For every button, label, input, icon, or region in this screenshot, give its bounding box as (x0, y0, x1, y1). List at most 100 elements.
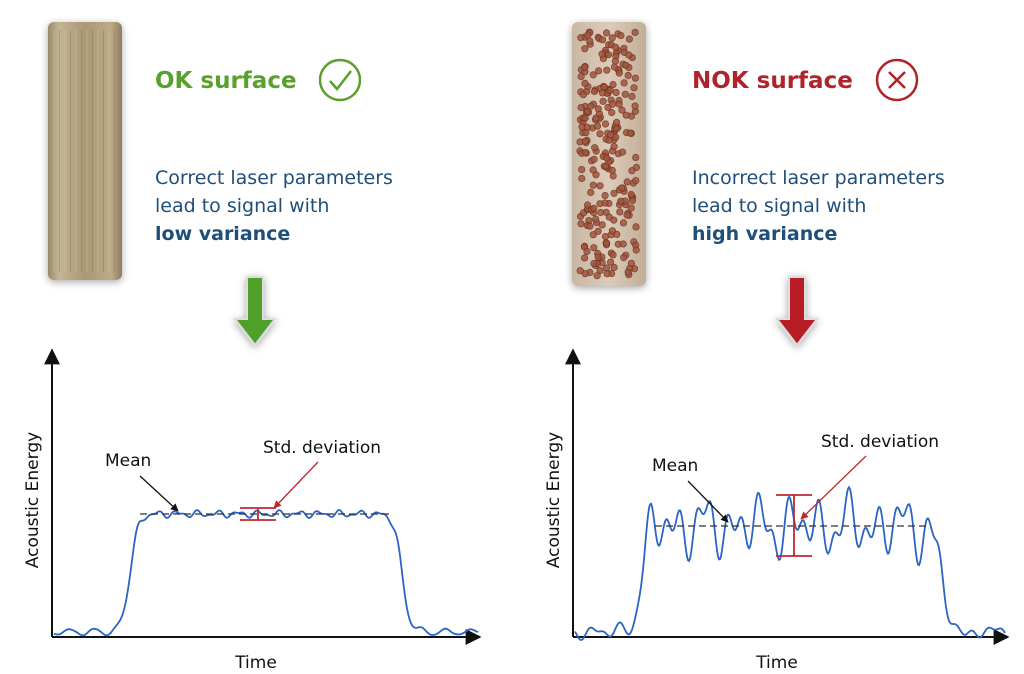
texture-dot (628, 92, 636, 101)
texture-dot (592, 215, 600, 223)
texture-dot (603, 239, 611, 247)
nok-texture (576, 28, 641, 280)
texture-dot (625, 35, 634, 43)
texture-dot (576, 267, 584, 275)
texture-dot (610, 63, 619, 71)
texture-dot (577, 220, 585, 228)
mean-label: Mean (105, 451, 151, 471)
texture-dot (598, 89, 607, 97)
texture-dot (605, 136, 613, 144)
texture-dot (596, 130, 604, 138)
texture-dot (606, 258, 615, 266)
texture-dot (589, 231, 597, 239)
texture-dot (619, 240, 627, 248)
texture-dot (597, 208, 605, 217)
texture-dot (626, 129, 634, 137)
texture-dot (580, 254, 589, 262)
texture-dot (596, 182, 604, 190)
texture-dot (594, 105, 602, 113)
texture-dot (624, 71, 632, 80)
texture-dot (578, 174, 586, 183)
texture-dot (618, 106, 626, 114)
texture-dot (598, 221, 606, 229)
mean-pointer (139, 475, 179, 512)
texture-dot (581, 45, 589, 53)
texture-dot (632, 177, 640, 185)
description-line: Correct laser parameters (155, 167, 393, 189)
texture-dot (630, 84, 638, 92)
texture-dot (610, 216, 618, 224)
texture-dot (581, 114, 589, 122)
texture-dot (632, 246, 640, 254)
texture-dot (589, 181, 597, 189)
texture-dot (598, 50, 606, 58)
texture-dot (631, 74, 640, 82)
y-axis-label: Acoustic Energy (23, 432, 43, 568)
texture-dot (582, 129, 590, 137)
x-axis-label: Time (755, 653, 798, 673)
texture-dot (625, 51, 633, 59)
texture-dot (600, 83, 608, 91)
texture-dot (598, 36, 607, 44)
texture-dot (623, 211, 631, 219)
texture-dot (587, 188, 595, 196)
texture-dot (619, 219, 628, 227)
ok-texture (53, 30, 115, 272)
texture-dot (594, 67, 603, 75)
texture-dot (601, 192, 609, 200)
texture-dot (590, 259, 598, 268)
texture-dot (602, 29, 611, 37)
down-arrow (232, 276, 278, 347)
std-pointer (273, 461, 319, 509)
texture-dot (617, 197, 625, 205)
texture-dot (606, 86, 614, 94)
texture-dot (594, 227, 602, 235)
texture-dot (581, 63, 589, 71)
texture-dot (627, 204, 635, 212)
texture-dot (589, 71, 597, 79)
texture-dot (590, 87, 599, 96)
texture-dot (628, 167, 636, 175)
texture-dot (603, 154, 611, 162)
description-line: lead to signal with (692, 195, 866, 217)
texture-dot (621, 90, 629, 98)
texture-dot (627, 259, 636, 267)
texture-dot (622, 61, 630, 69)
texture-dot (617, 31, 625, 40)
texture-dot (623, 178, 631, 186)
check-icon (318, 58, 362, 102)
texture-dot (581, 149, 590, 157)
texture-dot (620, 79, 628, 87)
texture-dot (609, 251, 617, 259)
texture-dot (609, 81, 617, 89)
texture-dot (631, 28, 639, 37)
texture-dot (610, 263, 618, 271)
description-emphasis: low variance (155, 223, 290, 245)
texture-dot (612, 43, 620, 52)
ok-panel: OK surface Correct laser parameters lead… (23, 22, 482, 673)
std-pointer (800, 455, 867, 520)
texture-dot (601, 120, 610, 128)
nok-panel: NOK surface Incorrect laser parameters l… (544, 22, 1010, 673)
texture-dot (583, 201, 592, 209)
texture-dot (610, 142, 618, 151)
panel-title: OK surface (155, 68, 297, 94)
texture-dot (617, 184, 626, 192)
down-arrow (774, 276, 820, 347)
description-line: Incorrect laser parameters (692, 167, 945, 189)
texture-dot (632, 153, 640, 162)
texture-dot (604, 51, 613, 59)
panel-title: NOK surface (692, 68, 853, 94)
texture-dot (608, 227, 617, 235)
texture-dot (590, 204, 598, 212)
texture-dot (624, 268, 632, 276)
texture-dot (620, 254, 628, 262)
texture-dot (611, 57, 620, 65)
texture-dot (613, 125, 621, 133)
texture-dot (631, 102, 639, 110)
texture-dot (599, 97, 607, 105)
texture-dot (581, 137, 589, 145)
texture-dot (628, 197, 637, 205)
texture-dot (622, 111, 630, 119)
